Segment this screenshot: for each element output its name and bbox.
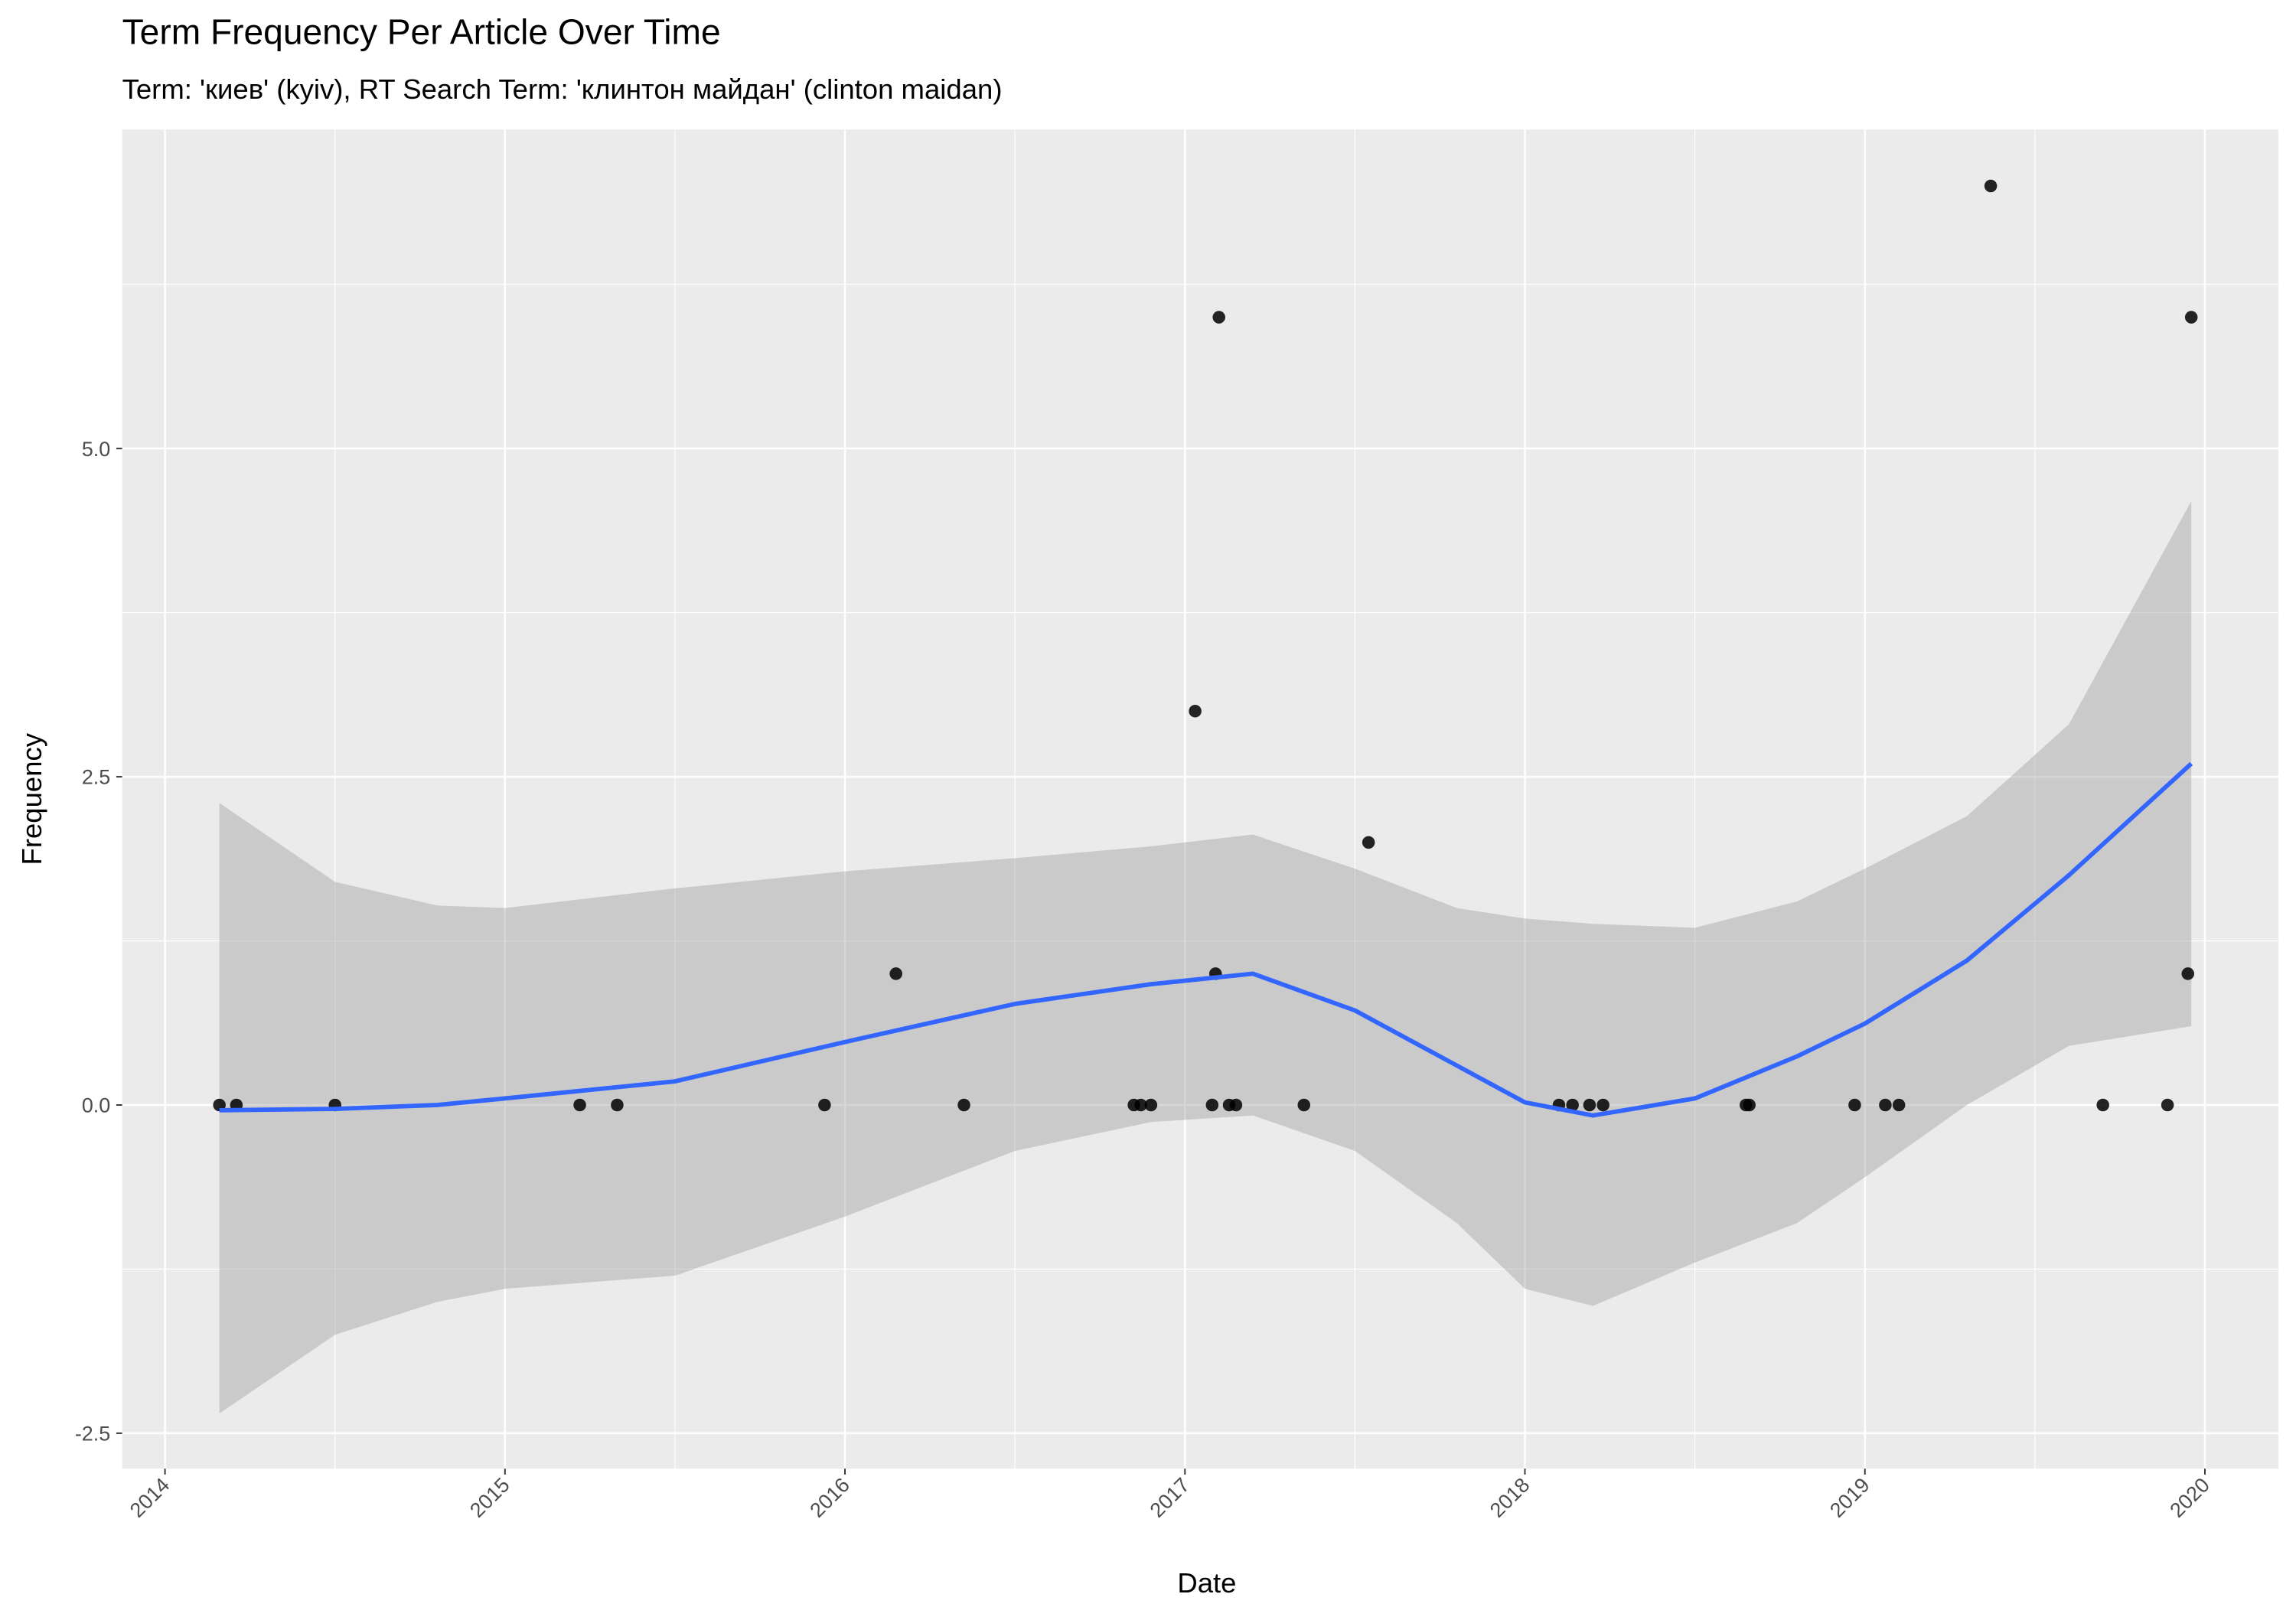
- confidence-band: [219, 500, 2192, 1414]
- chart-title: Term Frequency Per Article Over Time: [122, 12, 721, 52]
- x-tick-label: 2018: [1486, 1473, 1534, 1522]
- point: [2184, 311, 2198, 324]
- point: [1879, 1098, 1892, 1112]
- y-tick-label: 5.0: [82, 438, 110, 461]
- point: [1984, 179, 1998, 193]
- point: [573, 1098, 586, 1112]
- point: [2161, 1098, 2174, 1112]
- x-tick-label: 2017: [1146, 1473, 1195, 1522]
- point: [611, 1098, 624, 1112]
- point: [2181, 967, 2195, 980]
- smooth-line: [219, 761, 2193, 1118]
- chart-subtitle: Term: 'киев' (kyiv), RT Search Term: 'кл…: [122, 73, 1003, 105]
- y-tick-label: -2.5: [75, 1423, 110, 1446]
- point: [2096, 1098, 2109, 1112]
- point: [1297, 1098, 1311, 1112]
- point: [1144, 1098, 1158, 1112]
- point: [1229, 1098, 1243, 1112]
- x-axis-label: Date: [1177, 1567, 1236, 1599]
- point: [1892, 1098, 1906, 1112]
- point: [1743, 1098, 1756, 1112]
- y-tick-label: 2.5: [82, 766, 110, 789]
- point: [1848, 1098, 1861, 1112]
- y-tick-label: 0.0: [82, 1094, 110, 1117]
- point: [1596, 1098, 1609, 1112]
- x-tick-label: 2014: [126, 1473, 174, 1522]
- point: [1134, 1098, 1147, 1112]
- point: [889, 967, 902, 980]
- point: [1205, 1098, 1219, 1112]
- panel: [122, 129, 2278, 1469]
- x-tick-label: 2015: [465, 1473, 514, 1522]
- point: [957, 1098, 970, 1112]
- point: [1362, 836, 1375, 849]
- x-tick-label: 2019: [1825, 1473, 1874, 1522]
- point: [818, 1098, 831, 1112]
- point: [1212, 311, 1225, 324]
- x-tick-label: 2016: [805, 1473, 854, 1522]
- point: [1583, 1098, 1596, 1112]
- y-axis-label: Frequency: [16, 732, 47, 865]
- x-tick-label: 2020: [2165, 1473, 2214, 1522]
- point: [1189, 705, 1202, 718]
- point: [1566, 1098, 1579, 1112]
